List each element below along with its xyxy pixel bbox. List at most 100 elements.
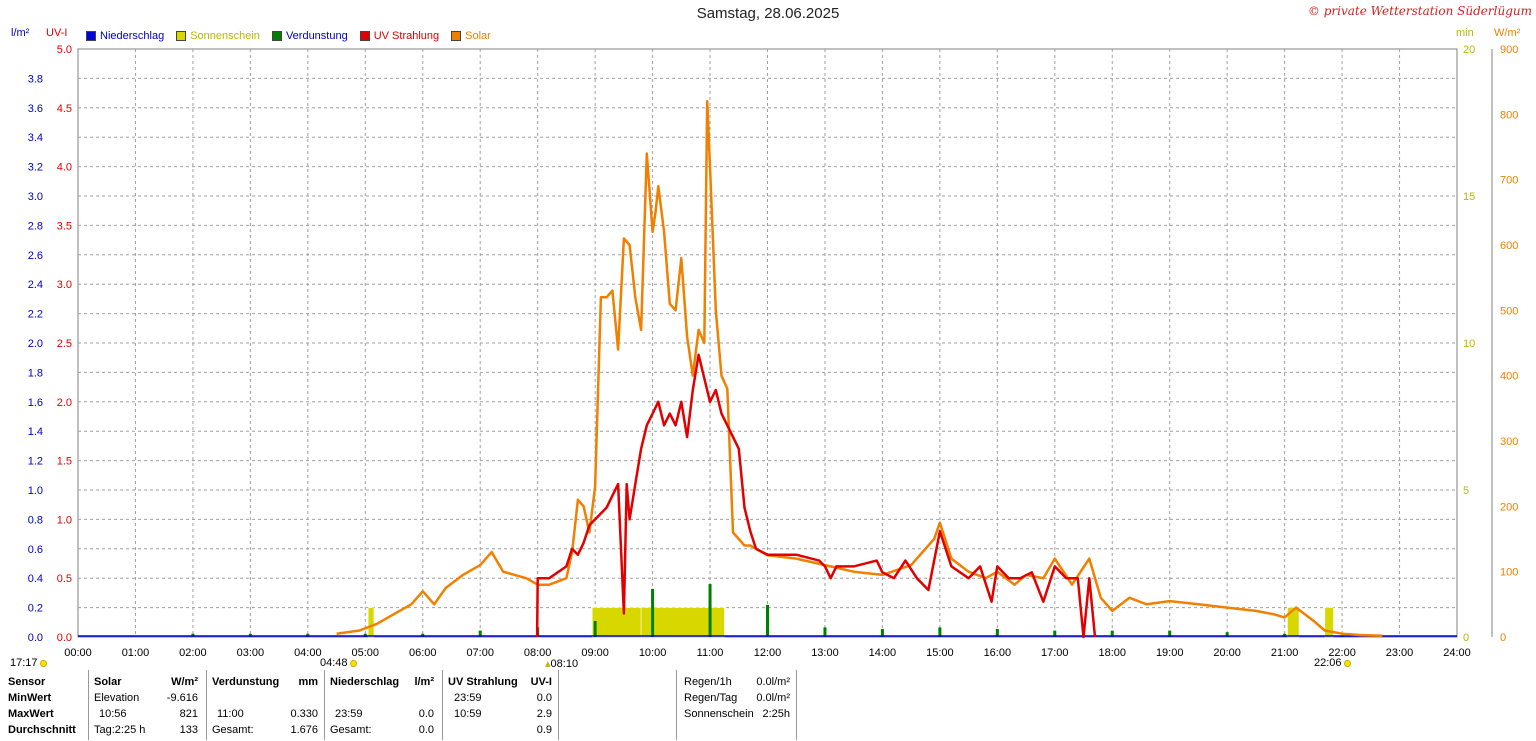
solar-tick-label: 100 [1500, 567, 1518, 579]
chart-legend: Niederschlag Sonnenschein Verdunstung UV… [86, 30, 491, 42]
sunrise-label: 04:48 [320, 657, 357, 669]
uv-tick-label: 4.0 [57, 162, 72, 174]
table-evap-col: Verdunstung mm 11:00 0.330 Gesamt: 1.676 [212, 676, 318, 736]
solar-tick-label: 800 [1500, 109, 1518, 121]
sun-tick-label: 0 [1463, 632, 1469, 644]
rain-tick-label: 0.4 [28, 573, 43, 585]
sun-extreme-label: 17:17 [10, 657, 47, 669]
rain-tick-label: 2.4 [28, 279, 43, 291]
sunshine-bar [592, 607, 642, 638]
solar-tick-label: 300 [1500, 436, 1518, 448]
solar-tick-label: 500 [1500, 305, 1518, 317]
chart-title: Samstag, 28.06.2025 [696, 5, 840, 22]
rain-tick-label: 1.4 [28, 426, 43, 438]
sunshine-bar [1324, 607, 1334, 638]
table-summary: Regen/1h 0.0l/m² Regen/Tag 0.0l/m² Sonnens… [684, 676, 790, 720]
uv-tick-label: 1.5 [57, 456, 72, 468]
legend-item-sunshine: Sonnenschein [176, 30, 260, 42]
rain-tick-label: 1.2 [28, 456, 43, 468]
table-solar-col: Solar W/m² Elevation -9.616 10:56 821 Tag:2… [94, 676, 198, 736]
rain-tick-label: 3.4 [28, 132, 43, 144]
solar-line [336, 100, 1383, 637]
sun-unit-label: min [1456, 27, 1474, 39]
x-tick-label: 01:00 [122, 647, 150, 659]
x-tick-label: 17:00 [1041, 647, 1069, 659]
rain-tick-label: 1.6 [28, 397, 43, 409]
rain-tick-label: 1.0 [28, 485, 43, 497]
x-tick-label: 11:00 [697, 647, 724, 659]
rain-tick-label: 3.6 [28, 103, 43, 115]
rain-unit-label: l/m² [11, 27, 30, 39]
uv-tick-label: 0.0 [57, 632, 72, 644]
uv-tick-label: 5.0 [57, 44, 72, 56]
table-rain-col: Niederschlag l/m² 23:59 0.0 Gesamt: 0.0 [330, 676, 434, 736]
solar-tick-label: 0 [1500, 632, 1506, 644]
sun-icon [1343, 659, 1351, 667]
x-tick-label: 03:00 [237, 647, 265, 659]
x-tick-label: 21:00 [1271, 647, 1299, 659]
x-tick-label: 04:00 [294, 647, 322, 659]
sun-tick-label: 5 [1463, 485, 1469, 497]
x-tick-label: 00:00 [64, 647, 92, 659]
solar-unit-label: W/m² [1494, 27, 1521, 39]
sunshine-bar [1287, 607, 1300, 638]
rain-tick-label: 2.6 [28, 250, 43, 262]
uv-tick-label: 1.0 [57, 514, 72, 526]
table-sensor-col: Sensor MinWert MaxWert Durchschnitt [8, 676, 76, 736]
rain-tick-label: 0.0 [28, 632, 43, 644]
legend-item-evaporation: Verdunstung [271, 30, 348, 42]
x-tick-label: 06:00 [409, 647, 437, 659]
x-tick-label: 05:00 [352, 647, 380, 659]
x-tick-label: 15:00 [926, 647, 954, 659]
sun-icon [349, 659, 357, 667]
uv-tick-label: 2.5 [57, 338, 72, 350]
sun-tick-label: 10 [1463, 338, 1475, 350]
uv-tick-label: 3.0 [57, 279, 72, 291]
sun-tick-label: 20 [1463, 44, 1475, 56]
x-tick-label: 18:00 [1098, 647, 1126, 659]
rain-tick-label: 2.8 [28, 220, 43, 232]
uv-tick-label: 4.5 [57, 103, 72, 115]
uv-tick-label: 3.5 [57, 220, 72, 232]
x-tick-label: 12:00 [754, 647, 782, 659]
sun-icon [39, 659, 47, 667]
solar-tick-label: 600 [1500, 240, 1518, 252]
uv-tick-label: 2.0 [57, 397, 72, 409]
x-tick-label: 19:00 [1156, 647, 1184, 659]
x-tick-label: 23:00 [1386, 647, 1414, 659]
legend-item-rain: Niederschlag [86, 30, 164, 42]
rain-tick-label: 0.8 [28, 514, 43, 526]
rain-tick-label: 1.8 [28, 367, 43, 379]
x-tick-label: 13:00 [811, 647, 839, 659]
solar-tick-label: 700 [1500, 175, 1518, 187]
solar-tick-label: 900 [1500, 44, 1518, 56]
table-uv-col: UV Strahlung UV-I 23:59 0.0 10:59 2.9 0.9 [448, 676, 552, 736]
x-tick-label: 16:00 [984, 647, 1012, 659]
copyright-label: © private Wetterstation Süderlügum [1307, 4, 1532, 18]
x-tick-label: 20:00 [1213, 647, 1241, 659]
x-tick-label: 14:00 [869, 647, 897, 659]
legend-item-solar: Solar [451, 30, 491, 42]
rain-tick-label: 0.6 [28, 544, 43, 556]
x-tick-label: 08:00 [524, 647, 552, 659]
rain-tick-label: 2.2 [28, 309, 43, 321]
rain-tick-label: 2.0 [28, 338, 43, 350]
x-tick-label: 09:00 [581, 647, 609, 659]
rain-tick-label: 3.0 [28, 191, 43, 203]
sunshine-bar [367, 607, 375, 638]
x-tick-label: 22:00 [1328, 647, 1356, 659]
x-tick-label: 02:00 [179, 647, 207, 659]
x-tick-label: 10:00 [639, 647, 667, 659]
legend-item-uv: UV Strahlung [359, 30, 439, 42]
solar-tick-label: 400 [1500, 371, 1518, 383]
sun-tick-label: 15 [1463, 191, 1475, 203]
sunset-label: 22:06 [1314, 657, 1351, 669]
noon-label: ▴08:10 [545, 658, 579, 670]
uv-line [535, 353, 1097, 639]
rain-tick-label: 3.2 [28, 162, 43, 174]
rain-tick-label: 3.8 [28, 73, 43, 85]
x-tick-label: 24:00 [1443, 647, 1471, 659]
rain-tick-label: 0.2 [28, 603, 43, 615]
weather-chart: 0.0 0.2 0.4 0.6 0.8 1.0 1.2 1.4 1.6 1.8 2.0 2.2 2.4 2… [28, 44, 1519, 659]
uv-tick-label: 0.5 [57, 573, 72, 585]
